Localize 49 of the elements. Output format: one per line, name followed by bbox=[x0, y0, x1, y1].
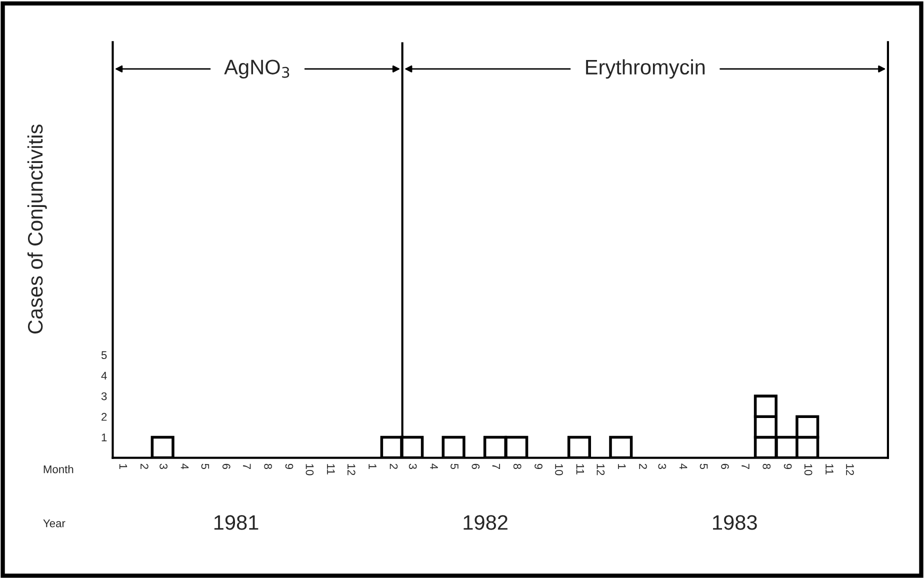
x-tick-label: 7 bbox=[742, 464, 750, 469]
x-tick-label: 8 bbox=[264, 464, 272, 470]
x-tick-label: 1 bbox=[368, 464, 376, 469]
text: 1981 bbox=[214, 515, 258, 530]
x-tick-label: 6 bbox=[222, 464, 230, 470]
x-tick-label: 8 bbox=[762, 464, 771, 470]
x-tick-label: 12 bbox=[348, 464, 356, 476]
text: Month bbox=[44, 465, 74, 474]
x-tick-label: 10 bbox=[306, 464, 314, 476]
x-tick-label: 10 bbox=[804, 464, 812, 476]
x-tick-label: 12 bbox=[596, 464, 605, 476]
x-tick-label: 11 bbox=[826, 464, 834, 474]
x-tick-label: 12 bbox=[846, 464, 854, 476]
x-tick-label: 5 bbox=[450, 464, 458, 470]
x-tick-label: 9 bbox=[534, 464, 542, 469]
x-tick-label: 9 bbox=[285, 464, 294, 469]
y-tick-label: 5 bbox=[101, 351, 107, 360]
x-tick-label: 7 bbox=[243, 464, 251, 469]
x-tick-label: 6 bbox=[472, 464, 480, 470]
y-tick-label: 4 bbox=[101, 372, 107, 380]
x-tick-label: 4 bbox=[430, 464, 438, 470]
x-tick-label: 4 bbox=[680, 464, 688, 470]
x-tick-label: 1 bbox=[119, 464, 128, 469]
y-tick-label: 1 bbox=[102, 434, 107, 442]
annotation: Erythromycin bbox=[586, 59, 705, 79]
x-tick-label: 8 bbox=[513, 464, 522, 470]
x-tick-label: 11 bbox=[576, 464, 584, 474]
text: 1982 bbox=[464, 515, 508, 530]
x-tick-label: 3 bbox=[408, 464, 417, 470]
x-tick-label: 6 bbox=[721, 464, 729, 470]
x-tick-label: 10 bbox=[555, 464, 563, 476]
x-tick-label: 7 bbox=[492, 464, 500, 469]
x-tick-label: 3 bbox=[658, 464, 666, 470]
y-tick-label: 3 bbox=[101, 392, 107, 400]
x-tick-label: 3 bbox=[160, 464, 168, 470]
x-tick-label: 5 bbox=[700, 464, 708, 470]
annotation: AgNO$_{3}$ bbox=[224, 60, 290, 79]
y-tick-label: 2 bbox=[102, 412, 107, 421]
x-tick-label: 2 bbox=[639, 464, 647, 469]
text: 1983 bbox=[713, 515, 757, 530]
x-tick-label: 11 bbox=[327, 464, 335, 474]
x-tick-label: 2 bbox=[390, 464, 398, 469]
x-tick-label: 1 bbox=[618, 464, 626, 469]
x-tick-label: 9 bbox=[784, 464, 792, 469]
x-tick-label: 4 bbox=[180, 464, 189, 470]
x-tick-label: 2 bbox=[140, 464, 148, 469]
y-axis-title: Cases of Conjunctivitis bbox=[27, 124, 47, 334]
x-tick-label: 5 bbox=[201, 464, 210, 470]
text: Year bbox=[43, 520, 66, 528]
